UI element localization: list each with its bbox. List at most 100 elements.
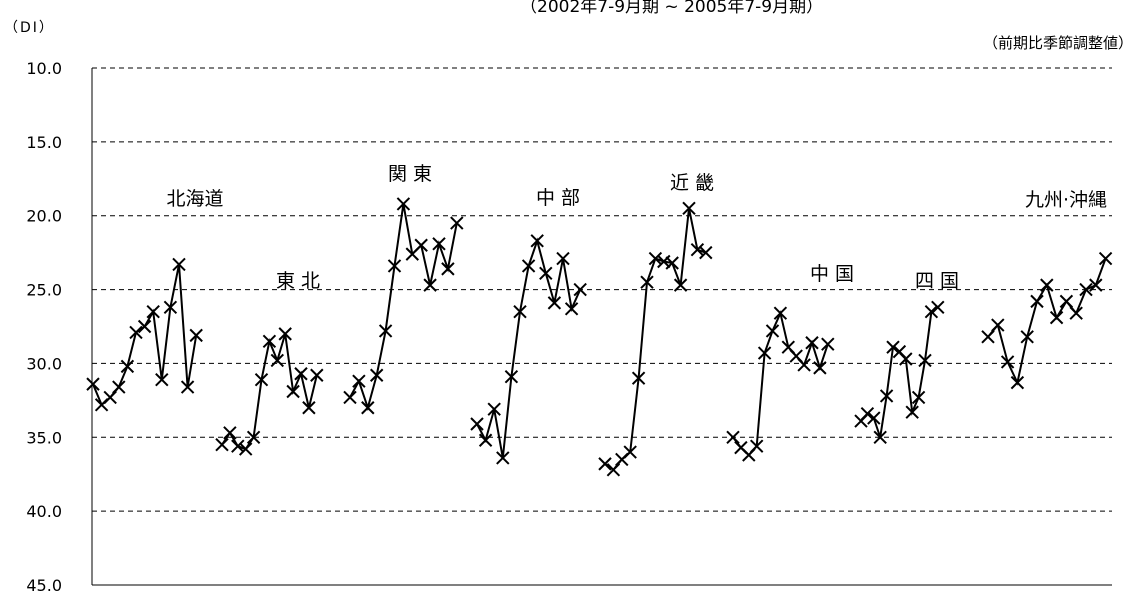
data-point-marker xyxy=(640,275,654,289)
data-point-marker xyxy=(539,266,553,281)
data-point-marker xyxy=(423,278,437,292)
data-point-marker xyxy=(450,216,464,230)
series-group xyxy=(86,257,203,412)
data-point-marker xyxy=(137,319,152,334)
data-point-marker xyxy=(270,353,285,368)
data-point-marker xyxy=(564,302,579,316)
data-point-marker xyxy=(180,380,195,394)
data-point-marker xyxy=(513,305,527,319)
data-point-marker xyxy=(361,401,375,415)
data-point-marker xyxy=(623,445,637,459)
data-point-marker xyxy=(924,305,939,319)
data-point-marker xyxy=(813,361,827,375)
series-line xyxy=(732,310,829,457)
data-point-marker xyxy=(155,372,169,387)
data-point-marker xyxy=(1079,282,1093,297)
data-point-marker xyxy=(1040,278,1054,292)
data-point-marker xyxy=(726,430,740,444)
data-point-marker xyxy=(1030,294,1044,309)
y-axis-unit-label: （DI） xyxy=(4,20,55,36)
data-point-marker xyxy=(496,451,510,465)
y-tick-label: 30.0 xyxy=(26,354,62,373)
chart-subtitle: （2002年7-9月期 ~ 2005年7-9月期） xyxy=(520,0,824,17)
data-point-marker xyxy=(1059,294,1074,309)
data-point-marker xyxy=(238,442,253,456)
y-tick-label: 40.0 xyxy=(26,502,62,521)
data-point-marker xyxy=(112,380,126,394)
series-line xyxy=(92,264,198,407)
data-point-marker xyxy=(899,352,913,366)
data-point-marker xyxy=(1000,355,1015,369)
data-point-marker xyxy=(547,296,562,310)
data-point-marker xyxy=(396,197,411,211)
data-point-marker xyxy=(867,411,881,425)
data-point-marker xyxy=(805,336,819,350)
data-point-marker xyxy=(797,358,811,372)
region-label: 四 国 xyxy=(915,270,959,292)
data-point-marker xyxy=(172,257,186,272)
data-point-marker xyxy=(556,251,570,266)
unit-note: （前期比季節調整値） xyxy=(982,34,1133,52)
region-label: 九州·沖縄 xyxy=(1025,189,1107,211)
data-point-marker xyxy=(478,433,493,447)
data-point-marker xyxy=(441,262,455,276)
data-point-marker xyxy=(378,324,393,338)
data-point-marker xyxy=(1098,251,1113,266)
region-label: 北海道 xyxy=(166,188,223,210)
data-point-marker xyxy=(673,278,688,292)
data-point-marker xyxy=(294,367,308,381)
data-point-marker xyxy=(470,417,484,431)
series-group xyxy=(854,300,945,444)
data-point-marker xyxy=(873,430,887,444)
data-point-marker xyxy=(765,324,780,338)
series-line xyxy=(349,203,458,412)
data-point-marker xyxy=(749,439,764,453)
data-point-marker xyxy=(1010,375,1025,390)
data-point-marker xyxy=(86,377,100,391)
data-point-marker xyxy=(573,282,587,297)
series-group xyxy=(981,251,1113,390)
data-point-marker xyxy=(665,256,679,270)
y-tick-label: 15.0 xyxy=(26,133,62,152)
data-point-marker xyxy=(129,325,143,340)
data-point-marker xyxy=(246,430,261,444)
data-point-marker xyxy=(231,439,245,453)
data-point-marker xyxy=(163,300,178,315)
data-point-marker xyxy=(773,306,788,320)
data-point-marker xyxy=(879,389,894,403)
data-point-marker xyxy=(931,300,945,315)
data-point-marker xyxy=(120,359,135,374)
data-point-marker xyxy=(521,259,536,273)
y-tick-label: 45.0 xyxy=(26,576,62,594)
data-point-marker xyxy=(1069,306,1083,320)
region-label: 中 部 xyxy=(536,187,580,209)
data-point-marker xyxy=(189,328,203,343)
data-point-marker xyxy=(387,259,402,273)
data-point-marker xyxy=(262,334,277,348)
series-group xyxy=(343,197,464,415)
region-label: 中 国 xyxy=(810,263,854,285)
grid-layer xyxy=(91,67,1112,586)
data-point-marker xyxy=(1089,278,1103,292)
y-tick-label: 10.0 xyxy=(26,59,62,78)
data-point-marker xyxy=(821,337,835,351)
series-layer xyxy=(86,197,1113,477)
data-point-marker xyxy=(918,353,932,368)
data-point-marker xyxy=(648,251,663,266)
data-point-marker xyxy=(905,405,919,419)
y-tick-label: 25.0 xyxy=(26,281,62,300)
data-point-marker xyxy=(352,374,366,388)
y-tick-labels: 10.0 15.0 20.0 25.0 30.0 35.0 40.0 45.0 xyxy=(26,59,62,595)
region-label: 東 北 xyxy=(276,270,320,292)
series-group xyxy=(726,306,835,462)
data-point-marker xyxy=(414,238,428,252)
data-point-marker xyxy=(631,371,646,385)
data-point-marker xyxy=(991,318,1005,332)
y-tick-label: 20.0 xyxy=(26,207,62,226)
data-point-marker xyxy=(1049,310,1064,325)
y-tick-label: 35.0 xyxy=(26,428,62,447)
data-point-marker xyxy=(757,346,772,360)
data-point-marker xyxy=(886,340,900,354)
data-point-marker xyxy=(215,437,229,452)
